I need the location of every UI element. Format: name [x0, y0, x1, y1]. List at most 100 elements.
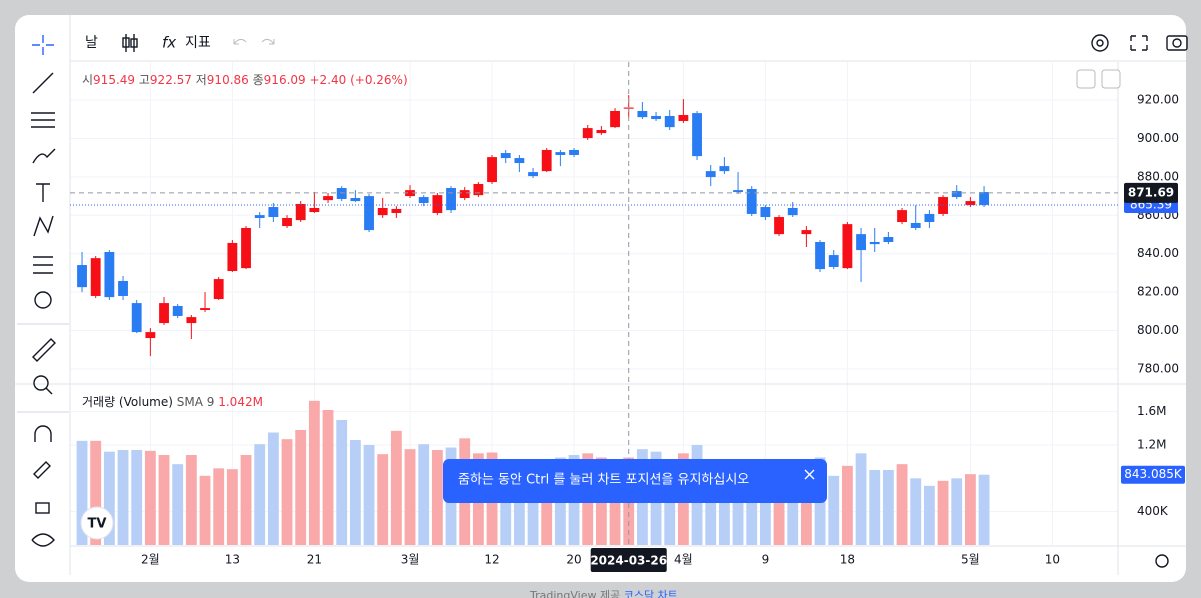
undo-button[interactable]	[233, 38, 247, 45]
volume-bar	[773, 470, 785, 545]
pattern-tool[interactable]	[33, 215, 54, 237]
candle-body	[213, 279, 224, 300]
volume-bar	[978, 474, 990, 545]
ruler-tool[interactable]	[32, 338, 56, 362]
crosshair-date-box	[590, 548, 667, 572]
candle-body	[951, 191, 962, 198]
footer-source: TradingView 제공	[529, 589, 620, 598]
y-tick-label: 820.00	[1137, 285, 1179, 299]
fib-tool[interactable]	[31, 112, 55, 128]
crosshair-tool[interactable]	[32, 35, 54, 55]
volume-bar	[103, 451, 115, 545]
lock-draw-tool[interactable]	[33, 461, 51, 479]
volume-bar	[404, 449, 416, 545]
x-tick-label: 10	[1045, 553, 1060, 567]
candle-body	[883, 237, 894, 242]
candle-body	[391, 208, 402, 213]
volume-bar	[199, 475, 211, 545]
settings-button[interactable]	[1091, 34, 1109, 52]
candle-body	[664, 115, 675, 128]
candle-body	[323, 196, 333, 201]
x-tick-label: 12	[484, 553, 499, 567]
candle-body	[350, 198, 361, 202]
x-tick-label: 21	[307, 553, 322, 567]
volume-bar	[377, 454, 389, 545]
toast-close[interactable]	[804, 469, 815, 480]
candle-body	[541, 149, 552, 172]
volume-bar	[609, 461, 621, 545]
axis-settings[interactable]	[1155, 554, 1169, 568]
y2-tick-label: 400K	[1137, 504, 1169, 518]
y2-tick-label: 1.6M	[1137, 404, 1166, 418]
lock-tool[interactable]	[35, 502, 50, 514]
candle-body	[610, 110, 620, 128]
candle-body	[528, 172, 538, 177]
volume-bar	[226, 469, 238, 545]
candle-body	[90, 258, 101, 296]
scroll-button[interactable]	[1076, 69, 1096, 89]
text-tool[interactable]	[36, 183, 50, 202]
magnet-tool[interactable]	[34, 425, 52, 442]
toast: 줌하는 동안 Ctrl 를 눌러 차트 포지션을 유지하십시오	[443, 459, 827, 503]
x-tick-label: 4월	[674, 553, 693, 567]
candle-body	[787, 207, 798, 216]
toast-box	[443, 459, 827, 503]
volume-bar	[240, 455, 252, 545]
indicators-button[interactable]: 지표	[185, 35, 211, 51]
pane-button[interactable]	[1101, 69, 1121, 89]
volume-sma-value: 1.042M	[218, 395, 263, 409]
brush-tool[interactable]	[32, 148, 56, 164]
prediction-tool[interactable]	[33, 256, 53, 274]
footer-link[interactable]: 코스닥 차트	[624, 589, 678, 598]
volume-bar	[336, 420, 348, 545]
y-tick-label: 780.00	[1137, 361, 1179, 375]
candle-body	[979, 192, 989, 205]
visibility-tool[interactable]	[31, 533, 55, 547]
candle-body	[746, 188, 757, 214]
volume-bar	[923, 485, 935, 545]
volume-bar	[705, 465, 717, 545]
candle-body	[295, 203, 306, 221]
volume-bar	[896, 464, 908, 545]
volume-bar	[759, 465, 771, 545]
volume-bar	[431, 450, 443, 545]
volume-bar	[513, 470, 525, 545]
last-volume-box	[1121, 465, 1185, 484]
zoom-handle	[45, 387, 53, 395]
candle-body	[692, 113, 702, 157]
volume-bar	[732, 465, 744, 545]
toast-text: 줌하는 동안 Ctrl 를 눌러 차트 포지션을 유지하십시오	[458, 473, 749, 488]
volume-bar	[349, 440, 361, 545]
candle-body	[159, 303, 169, 324]
candle-body	[118, 280, 128, 296]
candle-body	[459, 190, 470, 199]
volume-bar	[267, 432, 279, 545]
candle-body	[705, 171, 716, 178]
candle-body	[254, 215, 265, 218]
snapshot-button[interactable]	[1166, 35, 1188, 51]
candle-body	[760, 207, 771, 218]
volume-bar	[800, 461, 812, 545]
interval-button[interactable]: 날	[85, 35, 98, 51]
volume-bar	[828, 475, 840, 545]
candle-type-button[interactable]	[122, 34, 138, 52]
footer: TradingView 제공 코스닥 차트	[529, 589, 678, 598]
emoji-tool[interactable]	[34, 291, 52, 309]
redo-button[interactable]	[261, 38, 275, 45]
volume-bar	[322, 410, 334, 545]
zoom-tool[interactable]	[33, 375, 49, 391]
trend-line-tool[interactable]	[32, 72, 54, 94]
fullscreen-button[interactable]	[1130, 35, 1148, 51]
y-tick-label: 880.00	[1137, 169, 1179, 183]
candle-body	[172, 305, 183, 316]
candle-body	[569, 149, 579, 155]
candle-body	[282, 217, 292, 227]
candle-body	[131, 303, 142, 333]
volume-bar	[76, 440, 88, 545]
candle-body	[405, 190, 415, 197]
volume-bar	[718, 470, 730, 545]
top-toolbar: 날 fx 지표	[85, 34, 1188, 52]
candle-body	[719, 166, 730, 172]
volume-bar	[937, 480, 949, 545]
